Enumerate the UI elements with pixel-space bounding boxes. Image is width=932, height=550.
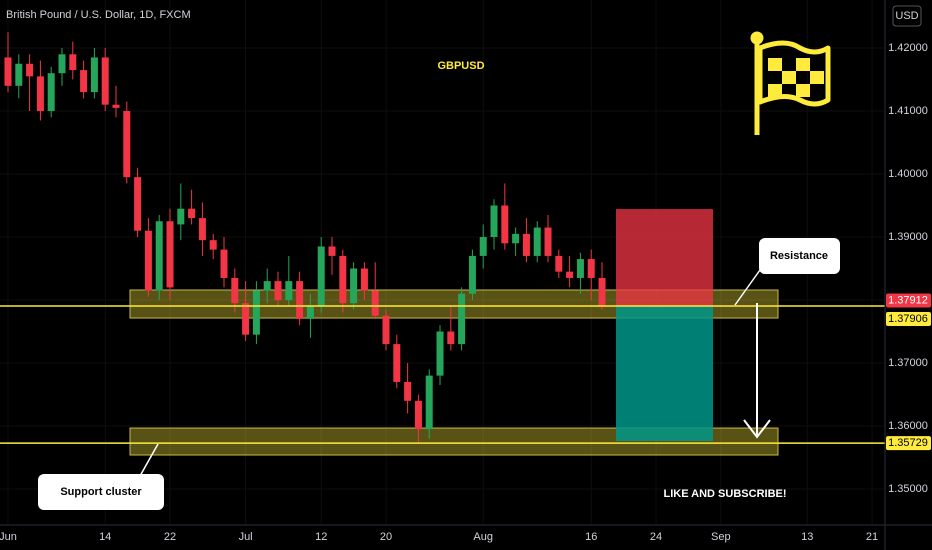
candle-body	[350, 268, 358, 304]
candle-body	[458, 293, 466, 345]
plot	[0, 0, 885, 525]
candle-body	[123, 111, 131, 178]
candle-body	[198, 218, 206, 241]
candle-body	[490, 205, 498, 238]
candle-body	[360, 268, 368, 291]
price-label-box	[886, 436, 931, 451]
candle-body	[134, 177, 142, 231]
x-tick-label: 22	[164, 531, 176, 543]
candle-body	[166, 221, 174, 288]
candle-body	[242, 303, 250, 335]
candle-body	[501, 205, 509, 244]
callout-pointer	[139, 443, 159, 477]
target-zone	[616, 305, 713, 442]
candle-body	[58, 54, 66, 74]
price-label: 1.37906	[888, 313, 928, 325]
candle-body	[328, 246, 336, 256]
candle-body	[339, 255, 347, 304]
callout	[38, 474, 164, 510]
candle-body	[26, 63, 34, 77]
candle-body	[4, 57, 12, 86]
candle-body	[425, 375, 433, 430]
x-tick-label: 14	[99, 531, 111, 543]
candle-body	[598, 277, 606, 306]
candle-body	[220, 249, 228, 278]
candle-body	[555, 255, 563, 272]
y-tick-label: 1.41000	[888, 105, 928, 117]
y-tick-label: 1.37000	[888, 357, 928, 369]
candle-body	[576, 259, 584, 278]
candle-body	[414, 400, 422, 430]
callout	[759, 238, 840, 274]
candle-body	[15, 63, 23, 86]
currency: USD	[895, 10, 918, 22]
candle-body	[533, 227, 541, 256]
flag-icon	[750, 31, 831, 135]
candle-body	[587, 259, 595, 278]
candle-body	[306, 306, 314, 319]
price-label-box	[886, 311, 931, 326]
candle-body	[382, 315, 390, 345]
x-tick-label: 24	[650, 531, 662, 543]
price-label: 1.35729	[888, 437, 928, 449]
y-tick-label: 1.36000	[888, 420, 928, 432]
candle-body	[479, 237, 487, 256]
x-tick-label: 16	[585, 531, 597, 543]
candle-body	[80, 70, 88, 93]
callout-label: Resistance	[770, 250, 828, 262]
arrow-head	[743, 419, 771, 439]
candle-body	[393, 344, 401, 382]
stop-zone	[616, 209, 713, 306]
candle-body	[544, 227, 552, 256]
candle-body	[177, 208, 185, 225]
x-tick-label: Sep	[711, 531, 731, 543]
x-tick-label: 21	[866, 531, 878, 543]
candle-body	[317, 246, 325, 307]
candle-body	[566, 271, 574, 278]
candle-body	[36, 76, 44, 112]
candle-body	[112, 104, 120, 108]
y-tick-label: 1.35000	[888, 483, 928, 495]
y-tick-label: 1.40000	[888, 168, 928, 180]
candle-body	[144, 230, 152, 291]
candle-body	[69, 54, 77, 71]
candle-body	[101, 57, 109, 105]
candle-body	[447, 331, 455, 345]
price-label-box	[886, 293, 931, 308]
title: GBPUSD	[437, 60, 484, 72]
candle-body	[404, 381, 412, 401]
price-label: 1.37912	[888, 294, 928, 306]
candle-body	[155, 221, 163, 291]
candle-body	[274, 281, 282, 301]
candle-body	[371, 290, 379, 316]
candle-body	[47, 73, 55, 112]
candle-body	[436, 331, 444, 376]
candle-body	[522, 233, 530, 256]
candle-body	[512, 233, 520, 244]
candle-body	[263, 281, 271, 291]
x-tick-label: Jun	[0, 531, 17, 543]
x-tick-label: 20	[380, 531, 392, 543]
candle-body	[90, 57, 98, 93]
candle-body	[209, 240, 217, 250]
candle-body	[231, 277, 239, 304]
x-tick-label: 12	[315, 531, 327, 543]
x-tick-label: 13	[801, 531, 813, 543]
x-tick-label: Jul	[239, 531, 253, 543]
symbol-header: British Pound / U.S. Dollar, 1D, FXCM	[6, 9, 191, 21]
y-tick-label: 1.39000	[888, 231, 928, 243]
callout-label: Support cluster	[60, 486, 142, 498]
candle-body	[285, 281, 293, 301]
y-tick-label: 1.42000	[888, 42, 928, 54]
candle-body	[252, 290, 260, 335]
x-tick-label: Aug	[473, 531, 493, 543]
annotation: LIKE AND SUBSCRIBE!	[663, 488, 786, 500]
candle-body	[468, 255, 476, 294]
currency-box	[892, 5, 922, 27]
candle-body	[188, 208, 196, 219]
candle-body	[296, 281, 304, 319]
callout-pointer	[734, 269, 761, 306]
